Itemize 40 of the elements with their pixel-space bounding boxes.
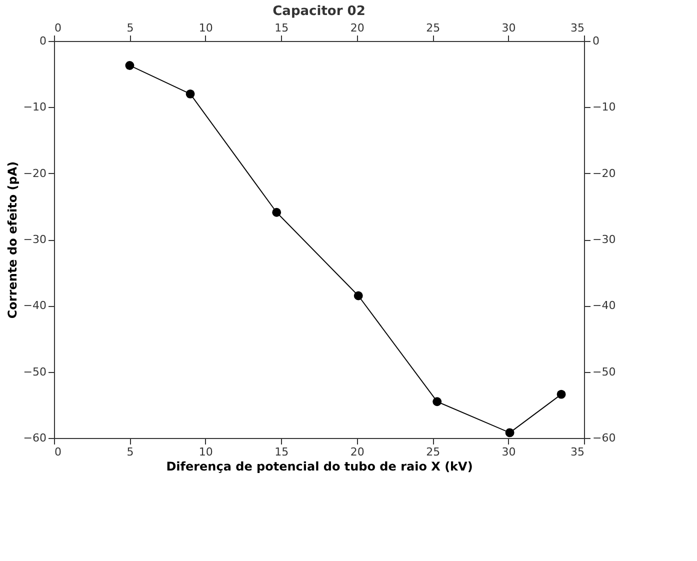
point bbox=[125, 61, 134, 70]
y2-tick-label: −50 bbox=[592, 365, 616, 378]
y-axis-title: Corrente do efeito (pA) bbox=[5, 161, 20, 319]
x-tick-label: 20 bbox=[350, 446, 364, 458]
y2-tick-label: −30 bbox=[592, 233, 616, 246]
y2-tick-label: −20 bbox=[592, 166, 616, 180]
x-axis-title: Diferença de potencial do tubo de raio X (kV) bbox=[166, 460, 473, 474]
y-tick-label: −10 bbox=[23, 100, 46, 114]
point bbox=[354, 291, 363, 300]
x2-tick-label: 5 bbox=[126, 22, 134, 34]
x-tick-label: 15 bbox=[274, 446, 289, 458]
x-tick-label: 5 bbox=[126, 446, 134, 458]
y2-tick-label: −40 bbox=[592, 299, 616, 312]
point bbox=[186, 89, 195, 98]
x-tick-label: 0 bbox=[54, 446, 62, 458]
point bbox=[272, 208, 282, 217]
x-tick-label: 30 bbox=[502, 446, 516, 458]
y2-tick-label: 0 bbox=[592, 34, 600, 48]
y-tick-label: −20 bbox=[23, 166, 46, 180]
x2-tick-label: 20 bbox=[350, 22, 364, 34]
x2-tick-label: 10 bbox=[198, 22, 213, 34]
x2-tick-label: 35 bbox=[570, 22, 584, 34]
chart-title: Capacitor 02 bbox=[272, 4, 366, 19]
point bbox=[556, 390, 566, 399]
y-tick-label: −50 bbox=[23, 365, 46, 378]
y-tick-label: −30 bbox=[23, 233, 46, 246]
x-tick-label: 35 bbox=[570, 446, 584, 458]
y-tick-label: −40 bbox=[23, 299, 46, 312]
point bbox=[432, 397, 442, 406]
x-tick-label: 25 bbox=[426, 446, 440, 458]
y2-tick-label: −60 bbox=[592, 432, 616, 444]
x2-tick-label: 25 bbox=[426, 22, 440, 34]
x2-tick-label: 0 bbox=[54, 22, 62, 34]
point bbox=[505, 428, 514, 438]
x2-tick-label: 15 bbox=[274, 22, 289, 34]
x2-tick-label: 30 bbox=[502, 22, 516, 34]
y-tick-label: −60 bbox=[23, 432, 46, 444]
y-tick-label: 0 bbox=[40, 34, 46, 48]
y2-tick-label: −10 bbox=[592, 100, 616, 114]
x-tick-label: 10 bbox=[198, 446, 213, 458]
